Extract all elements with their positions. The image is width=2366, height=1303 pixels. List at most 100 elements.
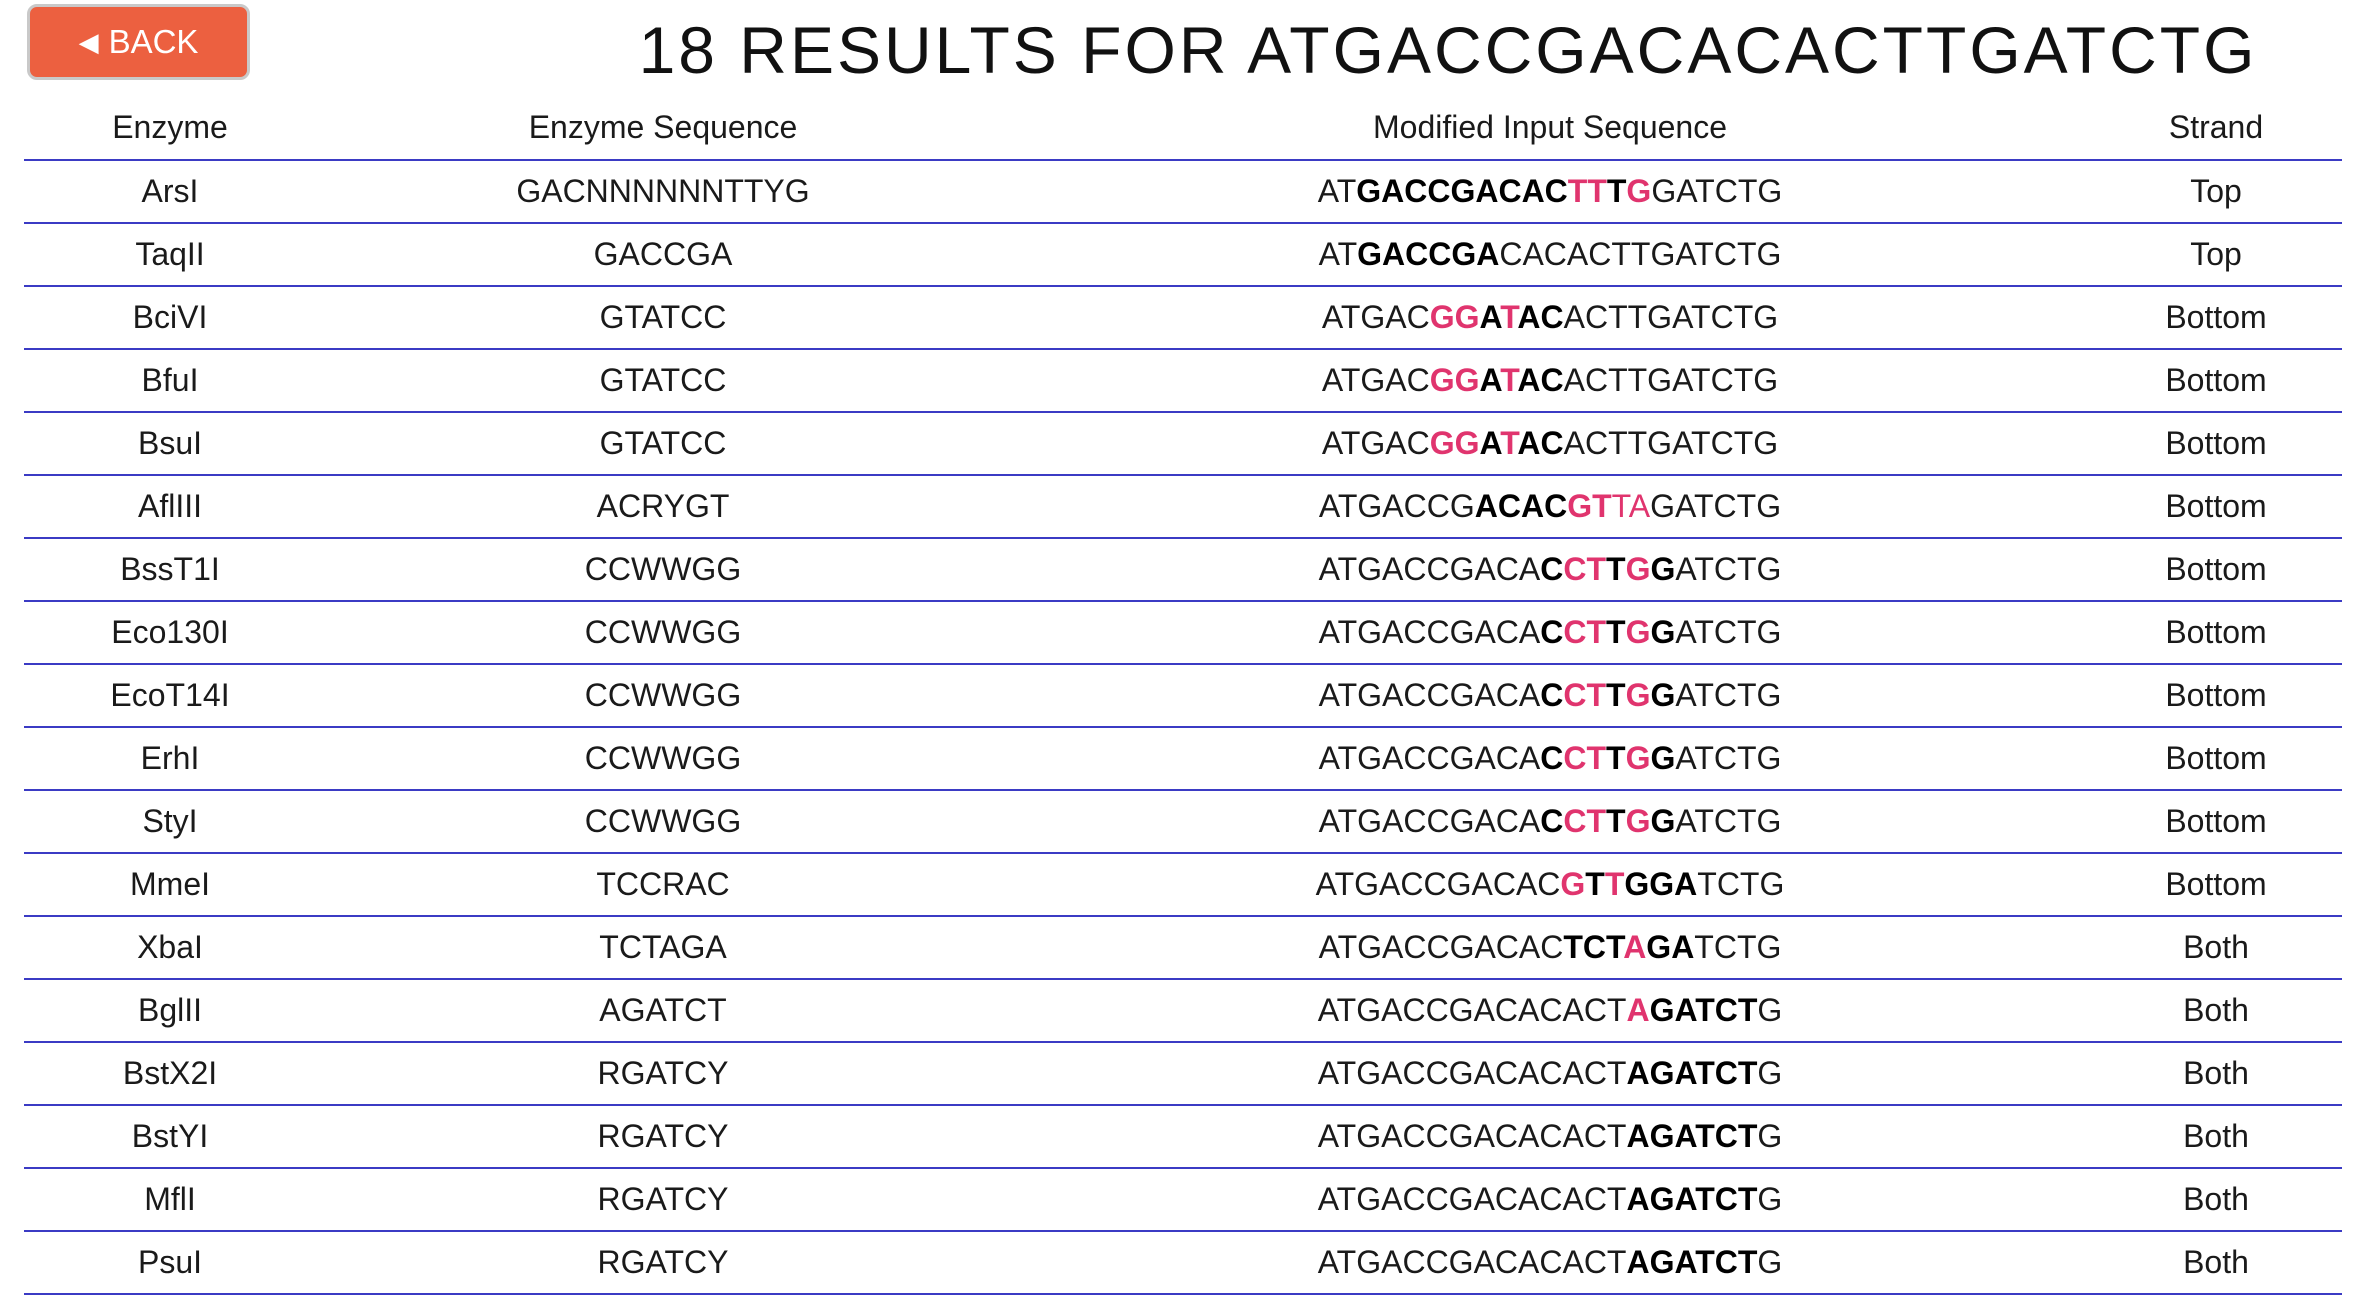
sequence-segment: AT [1318,236,1358,272]
sequence-segment: ATGACCG [1318,488,1475,524]
sequence-segment: T [1606,740,1626,776]
cell-modified-sequence: ATGACCGACACACTAGATCTG [1010,1168,2090,1232]
cell-enzyme: BciVI [24,286,316,350]
table-row: BsuI GTATCC ATGACGGATACACTTGATCTG Bottom [24,412,2342,476]
sequence-segment: AGATCT [1626,1181,1758,1217]
sequence-segment: G [1650,803,1676,839]
sequence-segment: ATCTG [1675,551,1782,587]
cell-enzyme: TaqII [24,223,316,287]
cell-strand: Top [2090,223,2342,287]
sequence-segment: ATGAC [1321,299,1430,335]
cell-enzyme: ArsI [24,160,316,224]
cell-enzyme: StyI [24,790,316,854]
sequence-segment: CACACTTGATCTG [1499,236,1782,272]
sequence-segment: G [1757,992,1783,1028]
cell-strand: Bottom [2090,412,2342,476]
sequence-segment: ATGACCGACA [1318,803,1541,839]
sequence-segment: ATGACCGACAC [1318,929,1564,965]
sequence-segment: GATCTG [1651,173,1783,209]
cell-modified-sequence: ATGACGGATACACTTGATCTG [1010,349,2090,413]
sequence-segment: ATGACCGACA [1318,677,1541,713]
table-row: TaqII GACCGA ATGACCGACACACTTGATCTG Top [24,223,2342,287]
table-row: BstYI RGATCY ATGACCGACACACTAGATCTG Both [24,1105,2342,1169]
sequence-segment: G [1626,173,1652,209]
cell-strand: Both [2090,916,2342,980]
cell-enzyme-sequence: CCWWGG [316,664,1010,728]
cell-modified-sequence: ATGACCGACACACTAGATCTG [1010,1105,2090,1169]
cell-enzyme-sequence: CCWWGG [316,790,1010,854]
sequence-segment: CT [1563,803,1607,839]
sequence-segment: T [1585,866,1605,902]
sequence-segment: A [1479,299,1501,335]
sequence-segment: G [1757,1181,1783,1217]
header-strand: Strand [2090,96,2342,161]
cell-enzyme: BsuI [24,412,316,476]
cell-modified-sequence: ATGACCGACACACTAGATCTG [1010,1042,2090,1106]
sequence-segment: G [1757,1118,1783,1154]
cell-modified-sequence: ATGACCGACACACTAGATCTG [1010,979,2090,1043]
cell-enzyme-sequence: CCWWGG [316,727,1010,791]
sequence-segment: C [1540,551,1564,587]
cell-enzyme: AflIII [24,475,316,539]
sequence-segment: AGATCT [1626,1055,1758,1091]
table-row: BciVI GTATCC ATGACGGATACACTTGATCTG Bottom [24,286,2342,350]
cell-enzyme: XbaI [24,916,316,980]
sequence-segment: ACTTGATCTG [1563,362,1779,398]
sequence-segment: T [1606,677,1626,713]
cell-modified-sequence: ATGACCGACACCTTGGATCTG [1010,727,2090,791]
table-row: BssT1I CCWWGG ATGACCGACACCTTGGATCTG Bottom [24,538,2342,602]
sequence-segment: ATGACCGACACACT [1317,992,1627,1028]
sequence-segment: ATGAC [1321,362,1430,398]
sequence-segment: T [1606,803,1626,839]
back-button[interactable]: ◀ BACK [27,4,250,80]
results-table: Enzyme Enzyme Sequence Modified Input Se… [24,96,2342,1295]
sequence-segment: GACCGA [1357,236,1500,272]
cell-enzyme: Eco130I [24,601,316,665]
sequence-segment: GG [1429,362,1480,398]
sequence-segment: GATCTG [1650,488,1782,524]
sequence-segment: GATCT [1649,992,1758,1028]
sequence-segment: AGATCT [1626,1244,1758,1280]
sequence-segment: C [1540,614,1564,650]
sequence-segment: G [1625,677,1651,713]
cell-strand: Bottom [2090,664,2342,728]
sequence-segment: G [1625,551,1651,587]
table-row: ArsI GACNNNNNNTTYG ATGACCGACACTTTGGATCTG To… [24,160,2342,224]
cell-strand: Both [2090,979,2342,1043]
cell-enzyme: BglII [24,979,316,1043]
sequence-segment: ATCTG [1675,677,1782,713]
cell-strand: Bottom [2090,853,2342,917]
sequence-segment: ATGACCGACA [1318,614,1541,650]
sequence-segment: A [1479,425,1501,461]
cell-strand: Bottom [2090,601,2342,665]
cell-modified-sequence: ATGACCGACACTCTAGATCTG [1010,916,2090,980]
sequence-segment: CT [1563,740,1607,776]
sequence-segment: G [1757,1244,1783,1280]
sequence-segment: GG [1429,299,1480,335]
table-row: MflI RGATCY ATGACCGACACACTAGATCTG Both [24,1168,2342,1232]
header-enzyme: Enzyme [24,96,316,161]
sequence-segment: C [1540,677,1564,713]
cell-enzyme-sequence: RGATCY [316,1042,1010,1106]
cell-modified-sequence: ATGACCGACACGTTAGATCTG [1010,475,2090,539]
cell-strand: Bottom [2090,349,2342,413]
sequence-segment: GG [1429,425,1480,461]
header-modified-sequence: Modified Input Sequence [1010,96,2090,161]
table-row: EcoT14I CCWWGG ATGACCGACACCTTGGATCTG Bottom [24,664,2342,728]
table-header-row: Enzyme Enzyme Sequence Modified Input Se… [24,96,2342,161]
sequence-segment: A [1479,362,1501,398]
table-row: AflIII ACRYGT ATGACCGACACGTTAGATCTG Bottom [24,475,2342,539]
cell-modified-sequence: ATGACCGACACACTTGATCTG [1010,223,2090,287]
cell-modified-sequence: ATGACGGATACACTTGATCTG [1010,286,2090,350]
sequence-segment: TCT [1563,929,1624,965]
sequence-segment: ATCTG [1675,740,1782,776]
cell-enzyme-sequence: RGATCY [316,1105,1010,1169]
cell-enzyme-sequence: RGATCY [316,1168,1010,1232]
table-row: XbaI TCTAGA ATGACCGACACTCTAGATCTG Both [24,916,2342,980]
sequence-segment: ACAC [1474,488,1568,524]
cell-modified-sequence: ATGACGGATACACTTGATCTG [1010,412,2090,476]
cell-strand: Both [2090,1168,2342,1232]
cell-enzyme-sequence: CCWWGG [316,538,1010,602]
back-button-label: BACK [108,23,199,60]
sequence-segment: TCTG [1694,929,1782,965]
